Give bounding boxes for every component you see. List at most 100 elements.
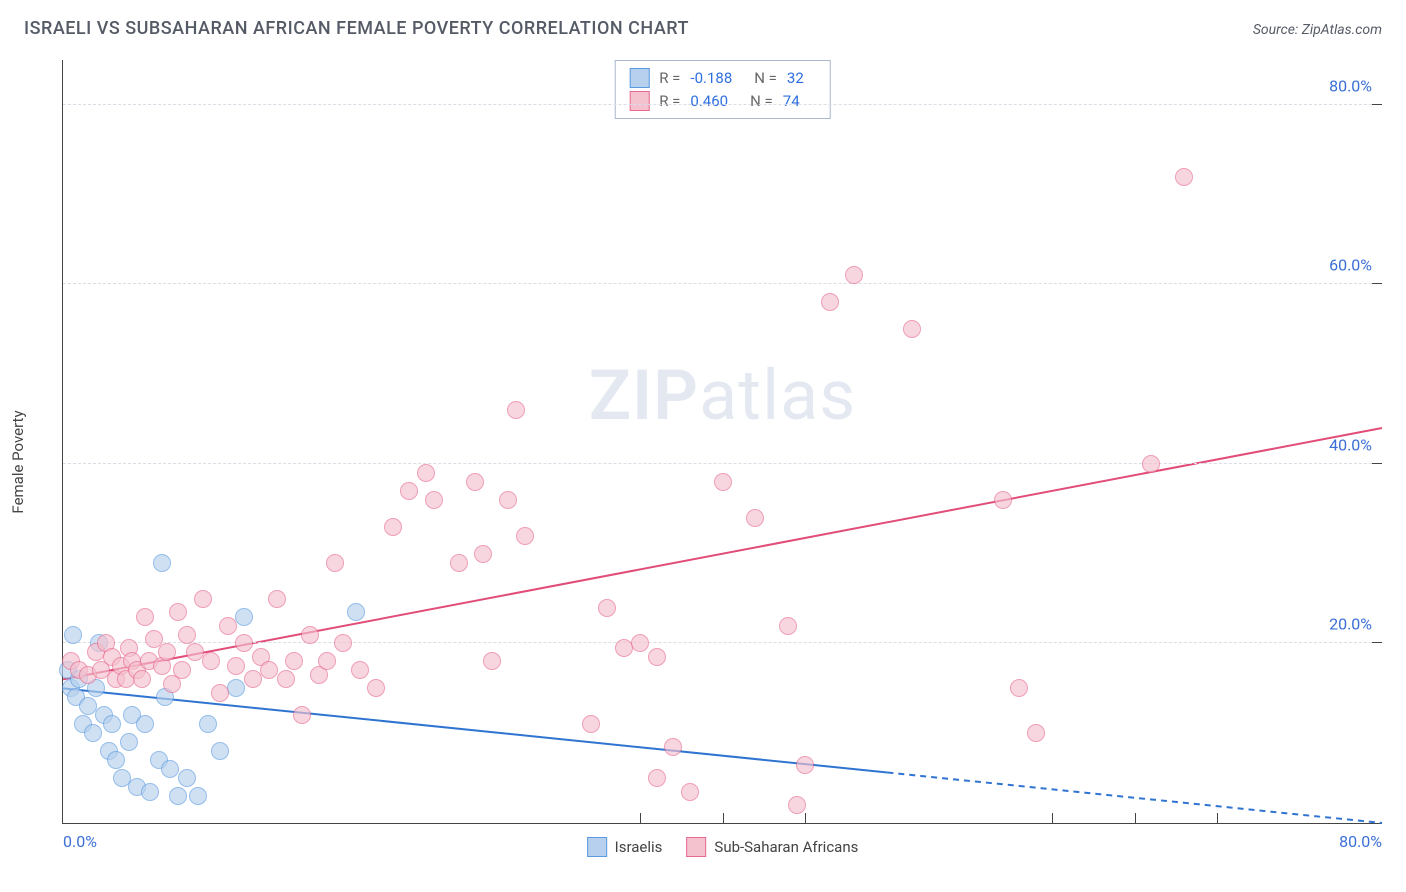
data-point (351, 661, 369, 679)
data-point (1142, 455, 1160, 473)
data-point (227, 679, 245, 697)
data-point (133, 670, 151, 688)
data-point (235, 608, 253, 626)
data-point (1010, 679, 1028, 697)
data-point (347, 603, 365, 621)
y-tick-label: 20.0% (1329, 615, 1372, 634)
plot-area: ZIPatlas R =-0.188N =32R =0.460N =74 0.0… (62, 60, 1382, 824)
legend-item: Israelis (587, 837, 663, 857)
stat-r-value: 0.460 (690, 90, 728, 113)
data-point (796, 756, 814, 774)
x-tick-max: 80.0% (1339, 832, 1382, 851)
y-tick (1372, 642, 1382, 643)
data-point (318, 652, 336, 670)
data-point (903, 320, 921, 338)
x-tick (723, 813, 724, 823)
data-point (103, 715, 121, 733)
data-point (582, 715, 600, 733)
data-point (169, 787, 187, 805)
legend-swatch (629, 91, 649, 111)
data-point (199, 715, 217, 733)
data-point (788, 796, 806, 814)
data-point (326, 554, 344, 572)
data-point (466, 473, 484, 491)
legend-swatch (629, 68, 649, 88)
stat-r-label: R = (659, 90, 680, 113)
stat-n-label: N = (750, 90, 773, 113)
legend: Israelis Sub-Saharan Africans (587, 837, 859, 857)
data-point (994, 491, 1012, 509)
data-point (161, 760, 179, 778)
gridline (63, 283, 1382, 284)
data-point (158, 643, 176, 661)
data-point (141, 783, 159, 801)
data-point (499, 491, 517, 509)
data-point (1175, 168, 1193, 186)
legend-item: Sub-Saharan Africans (686, 837, 858, 857)
data-point (84, 724, 102, 742)
y-tick (1372, 283, 1382, 284)
data-point (227, 657, 245, 675)
data-point (285, 652, 303, 670)
legend-label: Israelis (615, 838, 663, 856)
stat-r-label: R = (659, 67, 680, 90)
x-tick (1052, 813, 1053, 823)
data-point (235, 634, 253, 652)
data-point (483, 652, 501, 670)
data-point (136, 608, 154, 626)
data-point (746, 509, 764, 527)
data-point (268, 590, 286, 608)
data-point (219, 617, 237, 635)
legend-swatch (587, 837, 607, 857)
stat-n-label: N = (754, 67, 777, 90)
data-point (136, 715, 154, 733)
gridline (63, 104, 1382, 105)
x-tick-min: 0.0% (63, 832, 97, 851)
data-point (821, 293, 839, 311)
data-point (845, 266, 863, 284)
x-tick (640, 813, 641, 823)
data-point (211, 742, 229, 760)
y-tick-label: 80.0% (1329, 76, 1372, 95)
data-point (598, 599, 616, 617)
source-credit: Source: ZipAtlas.com (1253, 22, 1382, 38)
chart-title: ISRAELI VS SUBSAHARAN AFRICAN FEMALE POV… (24, 18, 689, 39)
data-point (211, 684, 229, 702)
y-axis-label: Female Poverty (9, 410, 27, 513)
watermark: ZIPatlas (589, 355, 857, 437)
data-point (169, 603, 187, 621)
data-point (334, 634, 352, 652)
data-point (178, 769, 196, 787)
stats-box: R =-0.188N =32R =0.460N =74 (614, 60, 831, 119)
data-point (474, 545, 492, 563)
data-point (450, 554, 468, 572)
data-point (367, 679, 385, 697)
x-tick (1135, 813, 1136, 823)
data-point (189, 787, 207, 805)
chart-container: Female Poverty ZIPatlas R =-0.188N =32R … (24, 52, 1382, 872)
stats-row: R = 0.460 N = 74 (629, 90, 816, 113)
data-point (153, 554, 171, 572)
y-tick-label: 40.0% (1329, 435, 1372, 454)
data-point (631, 634, 649, 652)
data-point (615, 639, 633, 657)
x-tick (805, 813, 806, 823)
data-point (120, 733, 138, 751)
data-point (173, 661, 191, 679)
y-tick-label: 60.0% (1329, 256, 1372, 275)
legend-label: Sub-Saharan Africans (714, 838, 858, 856)
data-point (425, 491, 443, 509)
data-point (400, 482, 418, 500)
data-point (277, 670, 295, 688)
data-point (107, 751, 125, 769)
stat-r-value: -0.188 (690, 67, 732, 90)
gridline (63, 642, 1382, 643)
gridline (63, 463, 1382, 464)
data-point (384, 518, 402, 536)
data-point (202, 652, 220, 670)
y-tick (1372, 104, 1382, 105)
data-point (186, 643, 204, 661)
data-point (1027, 724, 1045, 742)
stat-n-value: 74 (783, 90, 800, 113)
data-point (648, 648, 666, 666)
